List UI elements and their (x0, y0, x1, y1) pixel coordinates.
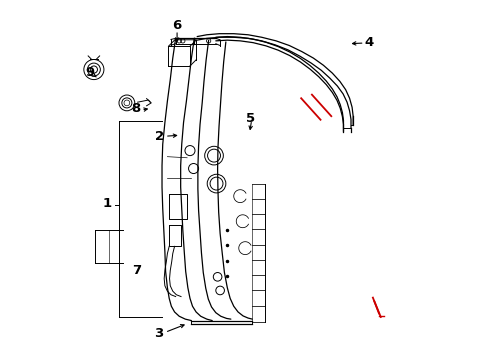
Text: 6: 6 (172, 19, 182, 32)
Text: 4: 4 (364, 36, 373, 49)
Text: 9: 9 (85, 66, 94, 79)
Text: 8: 8 (131, 103, 141, 116)
Text: 5: 5 (246, 112, 255, 125)
Text: 7: 7 (131, 264, 141, 277)
Text: 1: 1 (103, 197, 112, 210)
Text: 2: 2 (154, 130, 163, 143)
Text: 3: 3 (154, 327, 163, 340)
